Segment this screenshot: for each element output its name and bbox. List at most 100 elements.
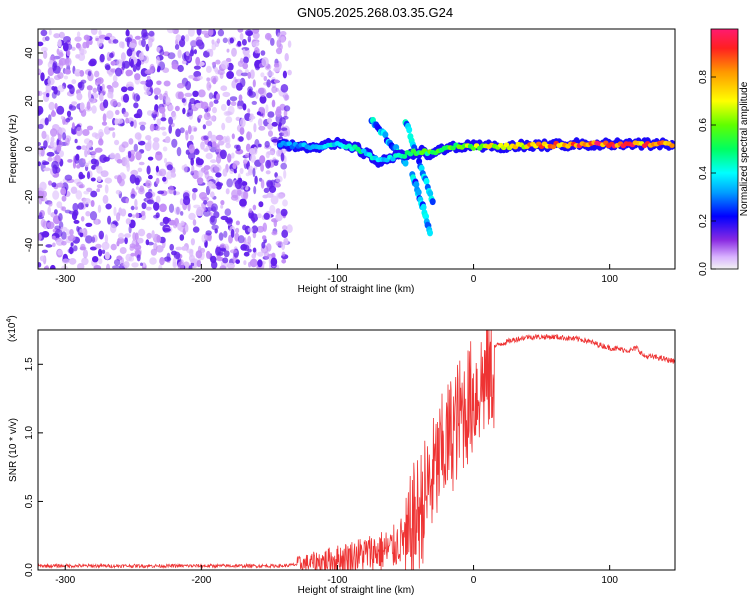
y-tick-label: -40 [24, 237, 35, 252]
noise-speck [195, 157, 201, 164]
noise-speck [222, 37, 228, 44]
branch-blob [415, 188, 422, 196]
noise-speck [211, 61, 216, 66]
branch-blob [402, 159, 409, 167]
noise-speck [166, 29, 175, 34]
noise-speck [49, 60, 54, 65]
noise-speck [215, 144, 220, 153]
chart-title: GN05.2025.268.03.35.G24 [297, 5, 453, 20]
noise-speck [195, 39, 204, 47]
noise-speck [264, 140, 270, 148]
colorbar-tick-label: 0.6 [698, 118, 709, 132]
noise-speck [115, 189, 122, 195]
noise-speck [205, 145, 212, 150]
noise-speck [127, 213, 133, 218]
noise-speck [71, 101, 78, 105]
noise-speck [67, 159, 73, 163]
noise-speck [104, 36, 110, 41]
noise-speck [116, 159, 123, 164]
noise-speck [38, 58, 43, 66]
noise-speck [198, 114, 203, 119]
noise-speck [196, 260, 202, 268]
noise-speck [110, 243, 117, 251]
noise-speck [136, 254, 141, 262]
noise-speck [215, 134, 224, 141]
noise-speck [42, 161, 50, 166]
x-tick-label: 100 [601, 575, 618, 586]
noise-speck [104, 184, 109, 194]
noise-speck [159, 93, 163, 101]
noise-speck [133, 102, 139, 109]
noise-speck [85, 211, 91, 217]
noise-speck [220, 85, 228, 91]
noise-speck [72, 202, 79, 212]
noise-speck [47, 206, 51, 216]
noise-speck [146, 110, 153, 116]
noise-speck [125, 29, 130, 37]
noise-speck [39, 255, 46, 262]
noise-speck [193, 49, 197, 55]
noise-speck [235, 116, 241, 121]
y-tick-label: 1.5 [24, 357, 35, 371]
noise-speck [51, 109, 55, 116]
noise-speck [74, 36, 82, 42]
noise-speck [211, 203, 218, 212]
noise-speck [231, 152, 235, 159]
colorbar-tick-label: 0.4 [698, 166, 709, 180]
noise-speck [159, 221, 165, 226]
noise-speck [111, 81, 119, 88]
noise-speck [57, 72, 64, 79]
noise-speck [107, 91, 113, 99]
noise-speck [243, 251, 250, 257]
noise-speck [75, 126, 83, 137]
noise-speck [247, 35, 251, 43]
x-tick-label: -300 [55, 575, 75, 586]
noise-speck [97, 38, 103, 47]
noise-speck [262, 222, 267, 232]
noise-speck [175, 246, 183, 251]
noise-speck [112, 39, 119, 44]
noise-speck [177, 261, 185, 269]
noise-speck [234, 179, 242, 190]
noise-speck [108, 39, 112, 44]
noise-speck [225, 137, 229, 142]
noise-speck [206, 81, 212, 91]
noise-speck [186, 248, 194, 254]
spectrogram-y-axis-label: Frequency (Hz) [8, 115, 19, 184]
noise-speck [154, 95, 159, 100]
noise-speck [90, 200, 95, 207]
noise-speck [147, 39, 153, 48]
noise-speck [208, 29, 214, 36]
noise-speck [47, 156, 53, 162]
noise-speck [220, 247, 227, 253]
noise-speck [40, 218, 46, 228]
noise-speck [253, 186, 257, 195]
noise-speck [239, 198, 247, 207]
noise-speck [258, 143, 262, 148]
noise-speck [276, 39, 282, 48]
noise-speck [258, 201, 264, 208]
noise-speck [151, 230, 155, 239]
noise-speck [270, 257, 278, 267]
noise-speck [258, 125, 266, 131]
noise-speck [112, 220, 118, 225]
noise-speck [168, 203, 175, 213]
noise-speck [215, 59, 221, 65]
noise-speck [121, 173, 127, 180]
noise-speck [146, 199, 155, 205]
noise-speck [253, 123, 257, 133]
y-tick-label: 0 [24, 146, 35, 152]
noise-speck [74, 72, 81, 77]
noise-speck [91, 236, 96, 243]
signal-core [669, 143, 675, 149]
noise-speck [237, 40, 242, 47]
noise-speck [187, 29, 195, 37]
noise-speck [283, 105, 291, 112]
noise-speck [105, 64, 111, 71]
noise-speck [145, 191, 153, 199]
noise-speck [203, 200, 208, 205]
noise-speck [138, 121, 147, 126]
noise-speck [87, 90, 92, 100]
noise-speck [191, 192, 197, 201]
noise-speck [165, 136, 171, 144]
